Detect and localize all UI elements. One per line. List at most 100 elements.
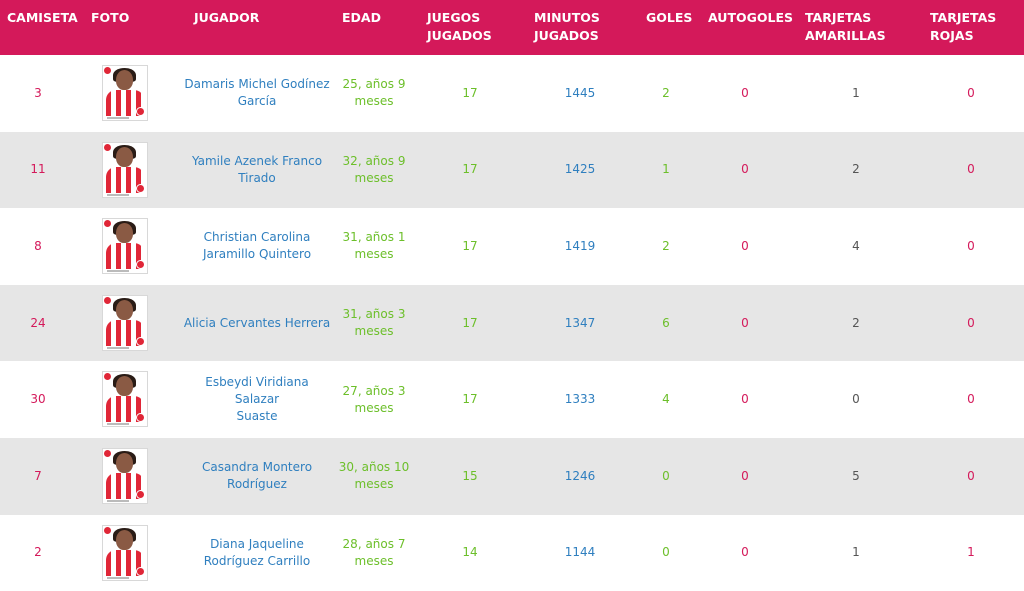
cell-autogoles-value: 0 xyxy=(741,545,749,560)
cell-tarjetas-rojas-value: 0 xyxy=(967,162,975,177)
cell-edad: 25, años 9 meses xyxy=(330,55,418,132)
header-edad-label: EDAD xyxy=(342,10,381,25)
cell-goles: 1 xyxy=(636,132,696,209)
header-goles[interactable]: GOLES xyxy=(646,9,692,27)
player-name-link[interactable]: Damaris Michel Godínez García xyxy=(182,55,332,132)
cell-edad: 31, años 3 meses xyxy=(330,285,418,362)
cell-tarjetas-rojas: 0 xyxy=(941,132,1001,209)
cell-minutos-jugados-value: 1246 xyxy=(564,468,596,483)
header-rojas-label-1: TARJETAS xyxy=(930,10,997,25)
player-photo[interactable] xyxy=(102,371,150,428)
player-name-link[interactable]: Casandra Montero Rodríguez xyxy=(182,438,332,515)
cell-autogoles-value: 0 xyxy=(741,392,749,407)
cell-edad-line-1: 27, años 3 xyxy=(342,383,406,398)
player-name-link-text: Damaris Michel Godínez García xyxy=(184,76,329,110)
cell-juegos-jugados-value: 17 xyxy=(462,162,478,177)
player-photo[interactable] xyxy=(102,141,150,198)
cell-tarjetas-amarillas-value: 2 xyxy=(852,162,860,177)
player-name-link[interactable]: Yamile Azenek Franco Tirado xyxy=(182,132,332,209)
cell-camiseta-value: 8 xyxy=(34,238,42,253)
player-photo[interactable] xyxy=(102,447,150,504)
cell-minutos-jugados: 1425 xyxy=(540,132,620,209)
cell-goles-value: 2 xyxy=(662,238,670,253)
cell-edad-text: 27, años 3 meses xyxy=(343,383,406,417)
club-badge-icon xyxy=(104,296,111,304)
cell-tarjetas-rojas: 0 xyxy=(941,208,1001,285)
cell-tarjetas-amarillas-value: 2 xyxy=(852,315,860,330)
cell-juegos-jugados-value: 14 xyxy=(462,545,478,560)
cell-autogoles: 0 xyxy=(715,361,775,438)
player-name-link[interactable]: Christian Carolina Jaramillo Quintero xyxy=(182,208,332,285)
crest-icon xyxy=(136,566,145,576)
player-name-link-line-1: Casandra Montero xyxy=(201,460,313,475)
cell-minutos-jugados-value: 1419 xyxy=(564,238,596,253)
header-autogoles-label: AUTOGOLES xyxy=(708,10,793,25)
cell-tarjetas-rojas: 0 xyxy=(941,361,1001,438)
header-tarjetas-rojas[interactable]: TARJETAS ROJAS xyxy=(930,9,996,45)
cell-edad: 30, años 10 meses xyxy=(330,438,418,515)
cell-juegos-jugados: 17 xyxy=(430,208,510,285)
cell-minutos-jugados: 1333 xyxy=(540,361,620,438)
cell-camiseta-value: 24 xyxy=(30,315,46,330)
cell-minutos-jugados: 1246 xyxy=(540,438,620,515)
cell-tarjetas-rojas: 0 xyxy=(941,55,1001,132)
player-photo[interactable] xyxy=(102,218,150,275)
player-name-link[interactable]: Diana Jaqueline Rodríguez Carrillo xyxy=(182,515,332,591)
cell-juegos-jugados-value: 17 xyxy=(462,238,478,253)
club-badge-icon xyxy=(104,449,111,457)
photo-caption xyxy=(107,270,129,273)
player-photo[interactable] xyxy=(102,524,150,581)
player-name-link-line-1: Alicia Cervantes Herrera xyxy=(183,315,331,330)
player-name-link-line-1: Christian Carolina xyxy=(203,230,311,245)
photo-caption xyxy=(107,193,129,196)
face-shape xyxy=(116,529,133,550)
crest-icon xyxy=(136,413,145,423)
cell-tarjetas-rojas-value: 0 xyxy=(967,468,975,483)
cell-goles-value: 4 xyxy=(662,392,670,407)
header-jugador[interactable]: JUGADOR xyxy=(194,9,259,27)
header-autogoles[interactable]: AUTOGOLES xyxy=(708,9,793,27)
cell-tarjetas-amarillas-value: 0 xyxy=(852,392,860,407)
player-name-link-line-1: Damaris Michel Godínez xyxy=(184,77,330,92)
cell-juegos-jugados-value: 15 xyxy=(462,468,478,483)
header-juegos-jugados[interactable]: JUEGOS JUGADOS xyxy=(427,9,492,45)
player-name-link[interactable]: Esbeydi Viridiana Salazar Suaste xyxy=(182,361,332,438)
cell-juegos-jugados: 17 xyxy=(430,361,510,438)
cell-tarjetas-amarillas-value: 1 xyxy=(852,85,860,100)
header-foto[interactable]: FOTO xyxy=(91,9,129,27)
cell-juegos-jugados-value: 17 xyxy=(462,392,478,407)
cell-edad-line-2: meses xyxy=(354,247,394,262)
cell-juegos-jugados: 14 xyxy=(430,515,510,591)
player-photo[interactable] xyxy=(102,65,150,121)
cell-autogoles: 0 xyxy=(715,515,775,591)
cell-autogoles: 0 xyxy=(715,438,775,515)
cell-goles: 0 xyxy=(636,438,696,515)
player-photo[interactable] xyxy=(102,294,150,351)
header-edad[interactable]: EDAD xyxy=(342,9,381,27)
cell-edad-line-1: 28, años 7 xyxy=(342,536,406,551)
header-tarjetas-amarillas[interactable]: TARJETAS AMARILLAS xyxy=(805,9,886,45)
cell-tarjetas-rojas-value: 0 xyxy=(967,315,975,330)
club-badge-icon xyxy=(104,143,111,151)
player-name-link[interactable]: Alicia Cervantes Herrera xyxy=(182,285,332,362)
header-minutos-jugados[interactable]: MINUTOS JUGADOS xyxy=(534,9,600,45)
cell-camiseta-value: 2 xyxy=(34,545,42,560)
crest-icon xyxy=(136,489,145,499)
header-minutos-label-2: JUGADOS xyxy=(534,28,599,43)
cell-tarjetas-rojas-value: 1 xyxy=(967,545,975,560)
cell-edad-line-2: meses xyxy=(354,94,394,109)
player-photo-icon xyxy=(102,524,148,581)
cell-tarjetas-amarillas: 1 xyxy=(826,55,886,132)
cell-camiseta: 24 xyxy=(0,285,76,362)
header-camiseta-label: CAMISETA xyxy=(7,10,78,25)
header-amarillas-label-2: AMARILLAS xyxy=(805,28,886,43)
header-goles-label: GOLES xyxy=(646,10,693,25)
header-camiseta[interactable]: CAMISETA xyxy=(7,9,78,27)
table-row: 11 Yamile Azenek Franco Tirado 32, años 9 me… xyxy=(0,131,1024,209)
header-rojas-label-2: ROJAS xyxy=(930,28,974,43)
cell-tarjetas-amarillas: 2 xyxy=(826,132,886,209)
cell-camiseta: 11 xyxy=(0,132,76,209)
player-photo-icon xyxy=(102,65,148,121)
cell-camiseta: 8 xyxy=(0,208,76,285)
player-photo-icon xyxy=(102,218,148,275)
